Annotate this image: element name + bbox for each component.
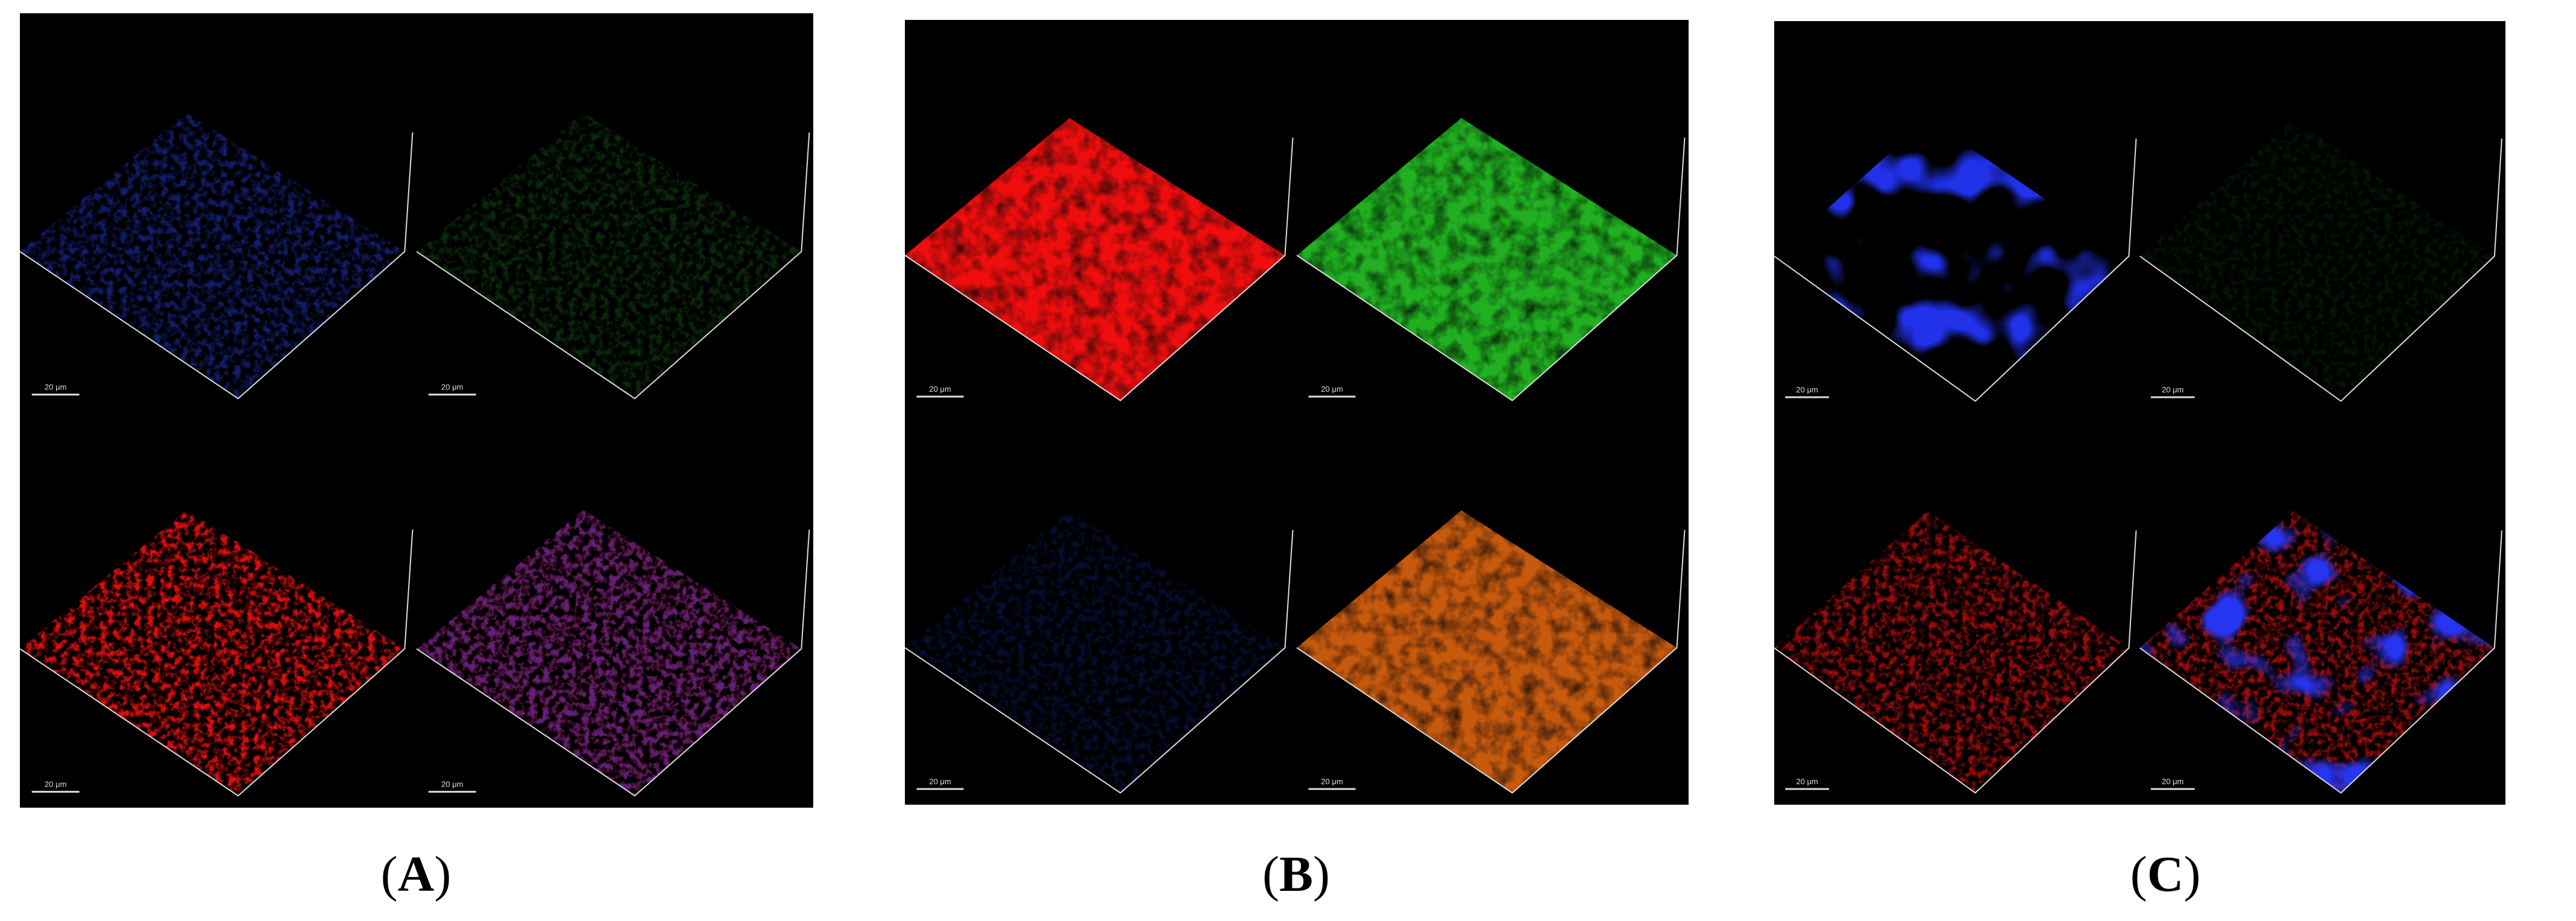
scale-bar-label: 20 μm bbox=[1796, 385, 1818, 394]
scale-bar-label: 20 μm bbox=[1321, 385, 1343, 394]
axis-lines bbox=[904, 137, 1294, 401]
axis-lines bbox=[904, 530, 1294, 794]
scale-bar-label: 20 μm bbox=[2162, 385, 2184, 394]
axis-lines bbox=[1296, 137, 1686, 401]
figure-panel: 20 μm 20 μm 20 μm 20 μm bbox=[19, 13, 813, 808]
axis-lines bbox=[416, 132, 810, 400]
figure-panel: 20 μm 20 μm 20 μm 20 μm bbox=[904, 20, 1689, 805]
panel-label-part: C bbox=[2147, 846, 2184, 902]
specimen-surface bbox=[2140, 119, 2495, 401]
specimen-surface bbox=[2140, 511, 2495, 793]
panel-label: (C) bbox=[2130, 846, 2201, 902]
specimen-surface bbox=[1297, 118, 1677, 401]
scale-bar-label: 20 μm bbox=[441, 780, 463, 789]
panel-label-part: ( bbox=[1262, 846, 1279, 902]
panel-label-part: ( bbox=[381, 846, 398, 902]
panel-label-part: B bbox=[1279, 846, 1313, 902]
specimen-surface bbox=[417, 509, 802, 796]
axis-lines bbox=[1296, 530, 1686, 794]
panel-label: (B) bbox=[1262, 846, 1330, 902]
panel-label: (A) bbox=[381, 846, 452, 902]
figure-panel: 20 μm 20 μm 20 μm 20 μm bbox=[1774, 21, 2505, 805]
panel-label-part: ( bbox=[2130, 846, 2147, 902]
scale-bar-label: 20 μm bbox=[929, 777, 951, 786]
panel-label-part: A bbox=[398, 846, 435, 902]
panel-label-part: ) bbox=[1313, 846, 1330, 902]
specimen-surface bbox=[1297, 510, 1677, 793]
scale-bar-label: 20 μm bbox=[2162, 777, 2184, 786]
axis-lines bbox=[2139, 138, 2502, 402]
panel-label-part: ) bbox=[2184, 846, 2200, 902]
axis-lines bbox=[1774, 530, 2137, 794]
axis-lines bbox=[2139, 530, 2502, 794]
specimen-surface bbox=[20, 112, 405, 399]
axis-lines bbox=[416, 529, 810, 797]
scale-bar-label: 20 μm bbox=[1796, 777, 1818, 786]
axis-lines bbox=[19, 132, 414, 400]
specimen-surface bbox=[1774, 511, 2129, 793]
specimen-surface bbox=[20, 509, 405, 796]
specimen-surface bbox=[417, 112, 802, 399]
scale-bar-label: 20 μm bbox=[45, 780, 66, 789]
scale-bar-label: 20 μm bbox=[929, 385, 951, 394]
scale-bar-label: 20 μm bbox=[441, 383, 463, 392]
scale-bar-label: 20 μm bbox=[1321, 777, 1343, 786]
specimen-surface bbox=[905, 510, 1285, 793]
axis-lines bbox=[19, 529, 414, 797]
specimen-surface bbox=[905, 118, 1285, 401]
scale-bar-label: 20 μm bbox=[45, 383, 66, 392]
panel-label-part: ) bbox=[434, 846, 451, 902]
specimen-surface bbox=[1774, 119, 2129, 401]
axis-lines bbox=[1774, 138, 2137, 402]
